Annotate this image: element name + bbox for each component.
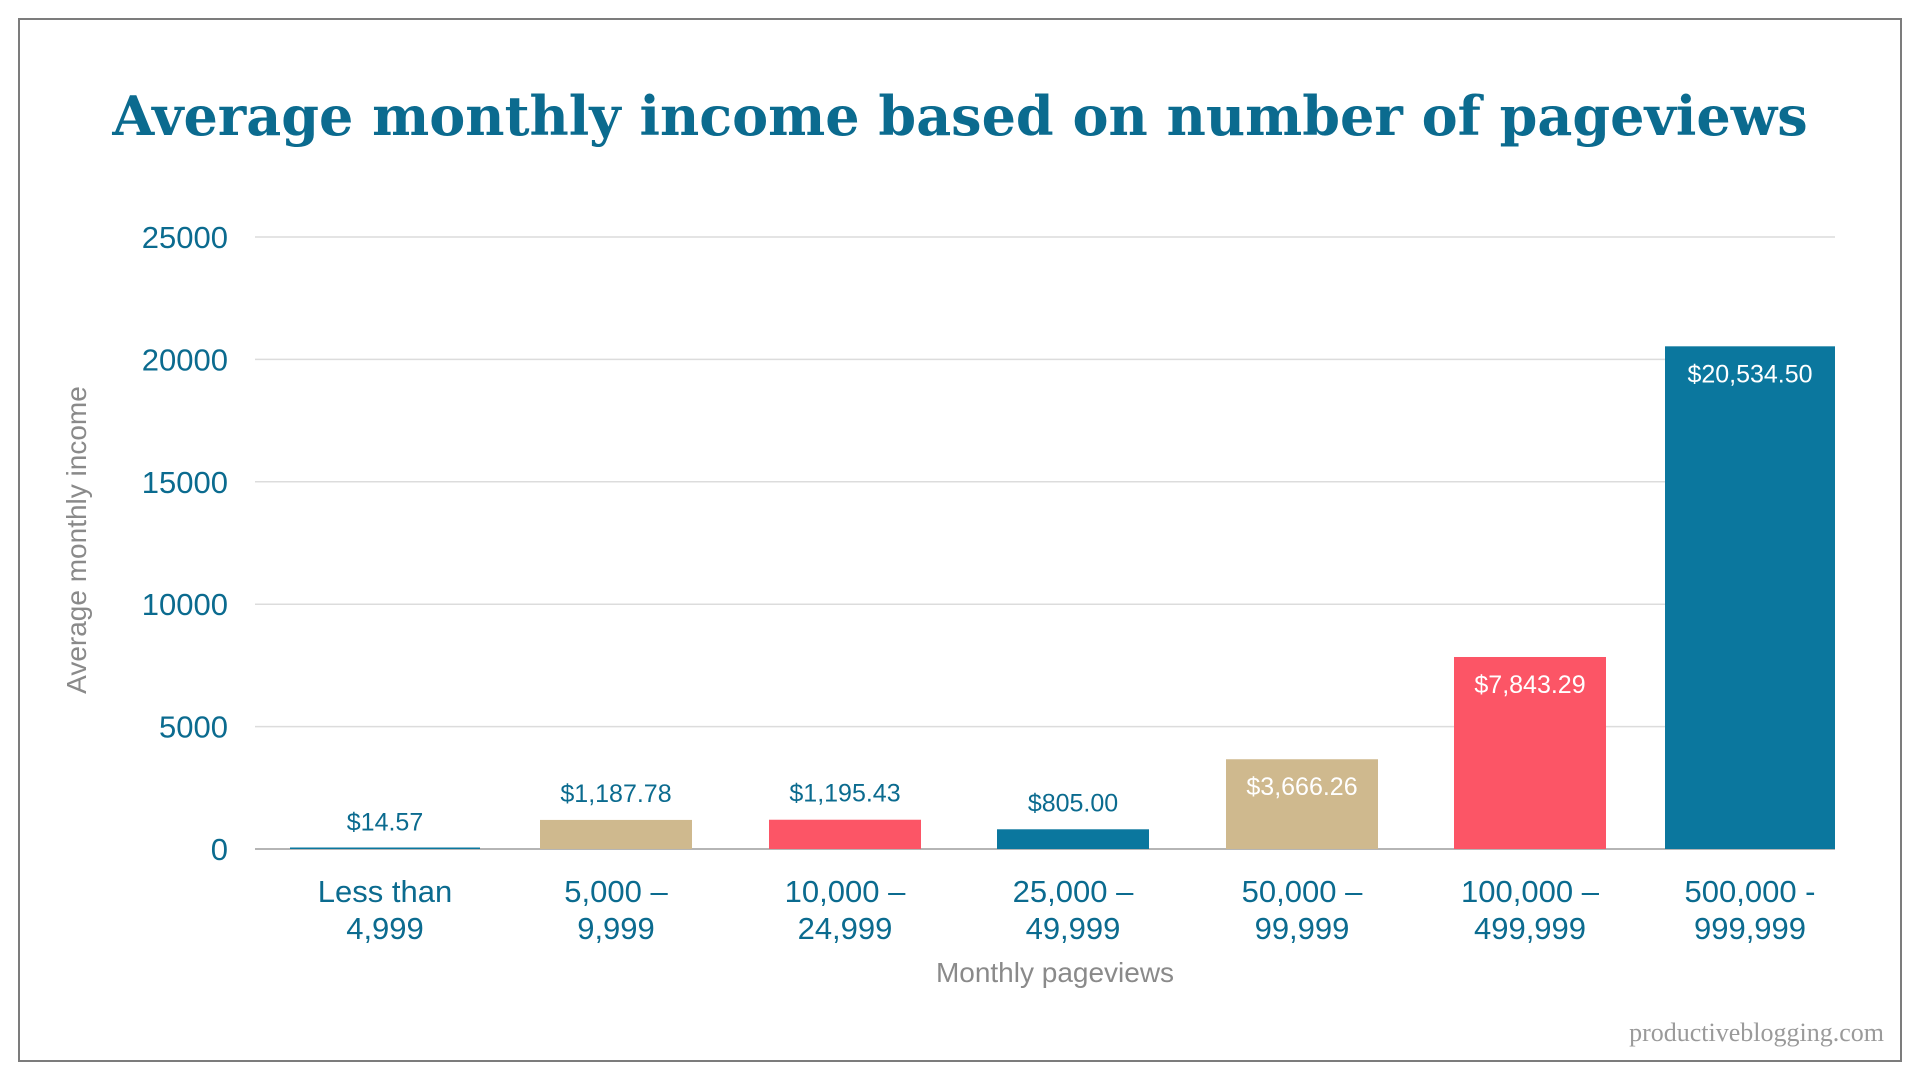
source-credit: productiveblogging.com: [1629, 1018, 1884, 1047]
bar: [1226, 759, 1378, 849]
bar: [1454, 656, 1606, 849]
x-tick-label: 24,999: [798, 911, 893, 946]
y-tick-label: 5000: [159, 710, 228, 745]
bar: [540, 819, 692, 849]
x-tick-label: 25,000 –: [1013, 874, 1134, 909]
data-label: $7,843.29: [1474, 671, 1585, 699]
data-label: $1,187.78: [560, 780, 671, 808]
gridlines: [255, 236, 1835, 850]
y-axis-ticks: 0 5000 10000 15000 20000 25000: [142, 220, 228, 867]
x-tick-label: 5,000 –: [564, 874, 668, 909]
x-tick-label: 49,999: [1026, 911, 1121, 946]
bar: [290, 847, 480, 849]
y-tick-label: 25000: [142, 220, 228, 255]
data-label: $14.57: [347, 809, 423, 837]
x-tick-label: 499,999: [1474, 911, 1586, 946]
y-axis-title: Average monthly income: [61, 386, 92, 694]
chart-frame: [18, 18, 1902, 1062]
y-tick-label: 20000: [142, 342, 228, 377]
x-tick-label: 999,999: [1694, 911, 1806, 946]
x-tick-label: 50,000 –: [1242, 874, 1363, 909]
y-tick-label: 15000: [142, 465, 228, 500]
data-label: $20,534.50: [1687, 360, 1812, 388]
y-tick-label: 0: [211, 832, 228, 867]
x-tick-label: 500,000 -: [1685, 874, 1816, 909]
data-label: $1,195.43: [789, 780, 900, 808]
x-tick-label: Less than: [318, 874, 452, 909]
data-label: $3,666.26: [1246, 773, 1357, 801]
x-tick-label: 10,000 –: [785, 874, 906, 909]
x-tick-label: 99,999: [1255, 911, 1350, 946]
bars: $14.57 $1,187.78 $1,195.43 $805.00 $3,666.26…: [290, 346, 1835, 849]
data-label: $805.00: [1028, 789, 1118, 817]
y-tick-label: 10000: [142, 587, 228, 622]
x-tick-label: 9,999: [577, 911, 655, 946]
x-axis-title: Monthly pageviews: [936, 957, 1174, 988]
bar: [997, 829, 1149, 849]
x-tick-label: 100,000 –: [1461, 874, 1600, 909]
x-tick-label: 4,999: [346, 911, 424, 946]
bar: [1665, 346, 1835, 849]
bar: [769, 819, 921, 849]
chart-title: Average monthly income based on number o…: [112, 84, 1808, 148]
